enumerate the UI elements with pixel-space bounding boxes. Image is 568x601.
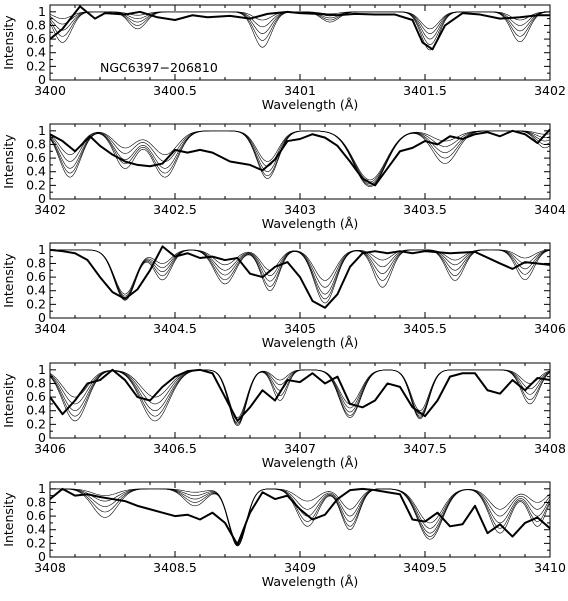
model-spectrum-4 (50, 369, 550, 425)
x-tick-label: 3402 (534, 83, 566, 98)
model-spectrum-1 (50, 369, 550, 418)
x-tick-label: 3406 (534, 321, 566, 336)
y-tick-label: 0.6 (26, 269, 46, 284)
x-tick-label: 3405 (284, 321, 316, 336)
model-spectrum-1 (50, 249, 550, 295)
y-axis-title: Intensity (1, 373, 16, 428)
y-tick-label: 0.8 (26, 375, 46, 390)
x-tick-label: 3408.5 (153, 560, 197, 575)
panel-4: 3406 3406.5 3407 3407.5 3408 00.20.40.60.81 Wa… (1, 362, 566, 470)
y-tick-label: 1 (38, 242, 46, 257)
x-axis-title: Wavelength (Å) (262, 455, 358, 470)
y-tick-label: 0.2 (26, 416, 46, 431)
y-tick-label: 0.2 (26, 535, 46, 550)
model-spectrum-3 (50, 369, 550, 424)
y-tick-label: 0.6 (26, 389, 46, 404)
x-tick-label: 3401.5 (403, 83, 447, 98)
y-axis-title: Intensity (1, 492, 16, 547)
x-tick-label: 3402 (34, 202, 66, 217)
y-tick-label: 0.6 (26, 150, 46, 165)
x-tick-label: 3409 (284, 560, 316, 575)
model-spectrum-5 (50, 488, 550, 547)
x-tick-label: 3404 (34, 321, 66, 336)
y-axis-title: Intensity (1, 134, 16, 189)
x-tick-label: 3401 (284, 83, 316, 98)
y-tick-label: 0.2 (26, 296, 46, 311)
y-tick-label: 0 (38, 191, 46, 206)
observed-spectrum (50, 5, 550, 51)
y-tick-label: 0.4 (26, 522, 46, 537)
model-spectrum-3 (50, 488, 550, 546)
y-tick-label: 0.8 (26, 494, 46, 509)
x-tick-label: 3409.5 (403, 560, 447, 575)
y-tick-label: 0.8 (26, 255, 46, 270)
x-tick-label: 3406 (34, 441, 66, 456)
x-axis-title: Wavelength (Å) (262, 97, 358, 112)
x-tick-label: 3408 (34, 560, 66, 575)
observed-spectrum (50, 487, 550, 546)
x-tick-label: 3408 (534, 441, 566, 456)
y-tick-label: 0.4 (26, 164, 46, 179)
x-tick-label: 3405.5 (403, 321, 447, 336)
x-tick-label: 3404.5 (153, 321, 197, 336)
star-label: NGC6397−206810 (100, 60, 218, 75)
y-tick-label: 0.4 (26, 403, 46, 418)
y-axis-title: Intensity (1, 15, 16, 70)
model-spectrum-3 (50, 11, 550, 40)
observed-spectrum (50, 245, 550, 309)
x-tick-label: 3407.5 (403, 441, 447, 456)
panel-1: 3400 3400.5 3401 3401.5 3402 00.20.40.60.81 Wa… (1, 4, 566, 112)
model-spectrum-2 (50, 249, 550, 297)
y-tick-label: 0.6 (26, 508, 46, 523)
observed-spectrum (50, 128, 550, 187)
panel-2: 3402 3402.5 3403 3403.5 3404 00.20.40.60.81 Wa… (1, 123, 566, 231)
y-tick-label: 1 (38, 123, 46, 138)
plot-frame (49, 242, 551, 319)
x-tick-label: 3402.5 (153, 202, 197, 217)
y-tick-label: 1 (38, 362, 46, 377)
x-axis-title: Wavelength (Å) (262, 216, 358, 231)
x-axis-title: Wavelength (Å) (262, 574, 358, 589)
y-tick-label: 0.4 (26, 283, 46, 298)
y-tick-label: 0.4 (26, 45, 46, 60)
y-tick-label: 0 (38, 430, 46, 445)
model-spectrum-5 (50, 249, 550, 304)
model-spectrum-2 (50, 369, 550, 421)
x-axis-title: Wavelength (Å) (262, 335, 358, 350)
y-tick-label: 0.8 (26, 136, 46, 151)
y-tick-label: 0 (38, 72, 46, 87)
observed-spectrum (50, 368, 550, 422)
x-tick-label: 3400.5 (153, 83, 197, 98)
x-tick-label: 3404 (534, 202, 566, 217)
y-tick-label: 0 (38, 310, 46, 325)
model-spectrum-3 (50, 249, 550, 298)
y-tick-label: 0.2 (26, 177, 46, 192)
y-tick-label: 0.2 (26, 58, 46, 73)
y-tick-label: 0.6 (26, 31, 46, 46)
x-tick-label: 3407 (284, 441, 316, 456)
plot-frame (49, 481, 551, 558)
y-tick-label: 1 (38, 481, 46, 496)
model-spectrum-4 (50, 488, 550, 546)
panel-3: 3404 3404.5 3405 3405.5 3406 00.20.40.60.81 Wa… (1, 242, 566, 350)
x-tick-label: 3403 (284, 202, 316, 217)
model-spectrum-5 (50, 11, 550, 51)
model-spectrum-4 (50, 249, 550, 300)
y-axis-title: Intensity (1, 253, 16, 308)
x-tick-label: 3406.5 (153, 441, 197, 456)
y-tick-label: 0 (38, 549, 46, 564)
panel-5: 3408 3408.5 3409 3409.5 3410 00.20.40.60.81 Wa… (1, 481, 566, 589)
x-tick-label: 3400 (34, 83, 66, 98)
x-tick-label: 3403.5 (403, 202, 447, 217)
y-tick-label: 0.8 (26, 17, 46, 32)
model-spectrum-4 (50, 11, 550, 45)
y-tick-label: 1 (38, 4, 46, 19)
model-spectrum-5 (50, 369, 550, 427)
x-tick-label: 3410 (534, 560, 566, 575)
